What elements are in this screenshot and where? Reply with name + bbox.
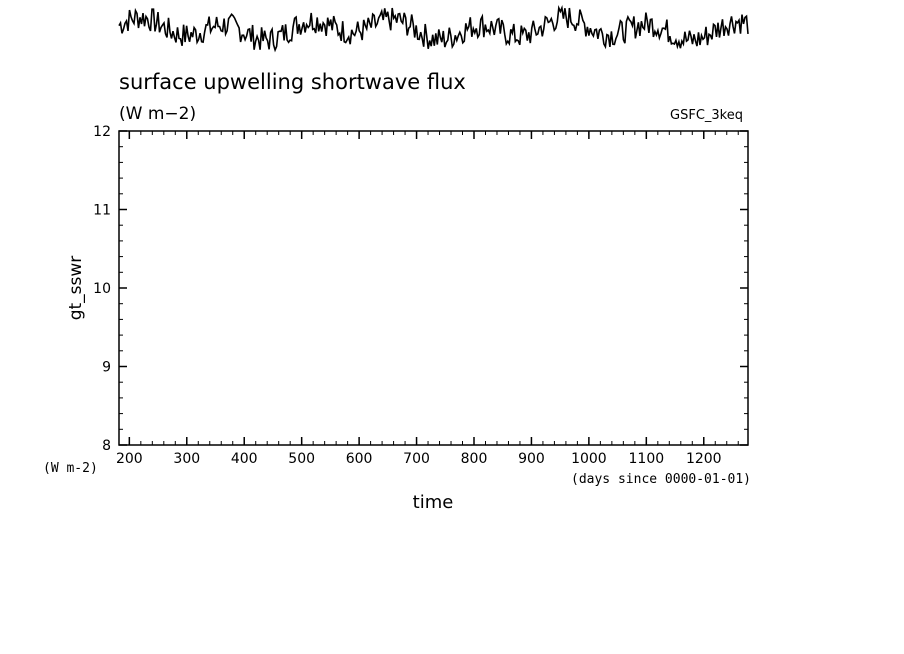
overview-strip [118, 5, 749, 53]
y-tick-label: 8 [102, 438, 111, 454]
y-tick-label: 10 [93, 281, 111, 297]
y-axis-label: gt_sswr [66, 256, 86, 321]
y-axis-units: (W m-2) [43, 461, 98, 476]
x-tick-label: 1000 [571, 451, 607, 467]
x-tick-label: 900 [518, 451, 545, 467]
x-tick-label: 300 [173, 451, 200, 467]
x-axis: 200 300 400 500 600 700 800 900 1000 1100 1200 [116, 131, 739, 467]
y-tick-label: 11 [93, 203, 111, 219]
x-tick-label: 400 [231, 451, 258, 467]
x-axis-units: (days since 0000-01-01) [571, 472, 751, 487]
dataset-label: GSFC_3keq [670, 108, 743, 123]
plot-frame [118, 130, 749, 446]
y-axis: 8 9 10 11 12 [93, 124, 748, 454]
x-tick-label: 700 [403, 451, 430, 467]
x-tick-label: 1200 [686, 451, 722, 467]
x-tick-label: 800 [461, 451, 488, 467]
x-tick-label: 500 [288, 451, 315, 467]
chart-title: surface upwelling shortwave flux [119, 70, 466, 94]
chart-units: (W m−2) [119, 104, 196, 124]
overview-line [118, 5, 749, 53]
x-axis-label: time [413, 492, 454, 513]
y-tick-label: 9 [102, 360, 111, 376]
x-tick-label: 600 [346, 451, 373, 467]
y-tick-label: 12 [93, 124, 111, 140]
x-tick-label: 1100 [629, 451, 665, 467]
x-tick-label: 200 [116, 451, 143, 467]
